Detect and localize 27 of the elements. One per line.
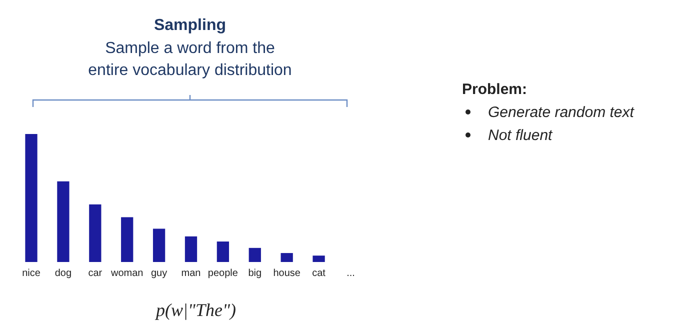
- x-tick-label: car: [88, 268, 103, 279]
- bar: [57, 181, 70, 262]
- bar: [89, 204, 102, 262]
- x-tick-label: big: [248, 268, 262, 279]
- x-tick-label: woman: [110, 268, 144, 279]
- bar: [184, 236, 198, 262]
- text: Not fluent: [488, 127, 554, 144]
- x-tick-label: people: [208, 268, 238, 279]
- bar: [121, 217, 134, 262]
- x-tick-label: nice: [22, 268, 41, 279]
- bar: [216, 242, 230, 262]
- x-tick-label: cat: [312, 268, 326, 279]
- bar: [248, 248, 261, 262]
- x-tick-label: ...: [346, 268, 355, 279]
- x-tick-label: guy: [150, 268, 168, 279]
- chart-title: Sampling: [154, 17, 226, 34]
- text: Generate random text: [488, 104, 635, 121]
- bar: [312, 256, 325, 262]
- x-tick-label: man: [181, 268, 201, 279]
- bar: [280, 253, 293, 262]
- text: Problem:: [462, 81, 528, 98]
- x-tick-label: dog: [54, 268, 72, 279]
- x-axis-title: p(w|"The"): [154, 300, 236, 320]
- x-tick-label: house: [273, 268, 301, 279]
- chart-subtitle: Sample a word from the entire vocabulary distribution: [88, 40, 292, 79]
- bar: [152, 228, 166, 262]
- bar: [25, 134, 38, 262]
